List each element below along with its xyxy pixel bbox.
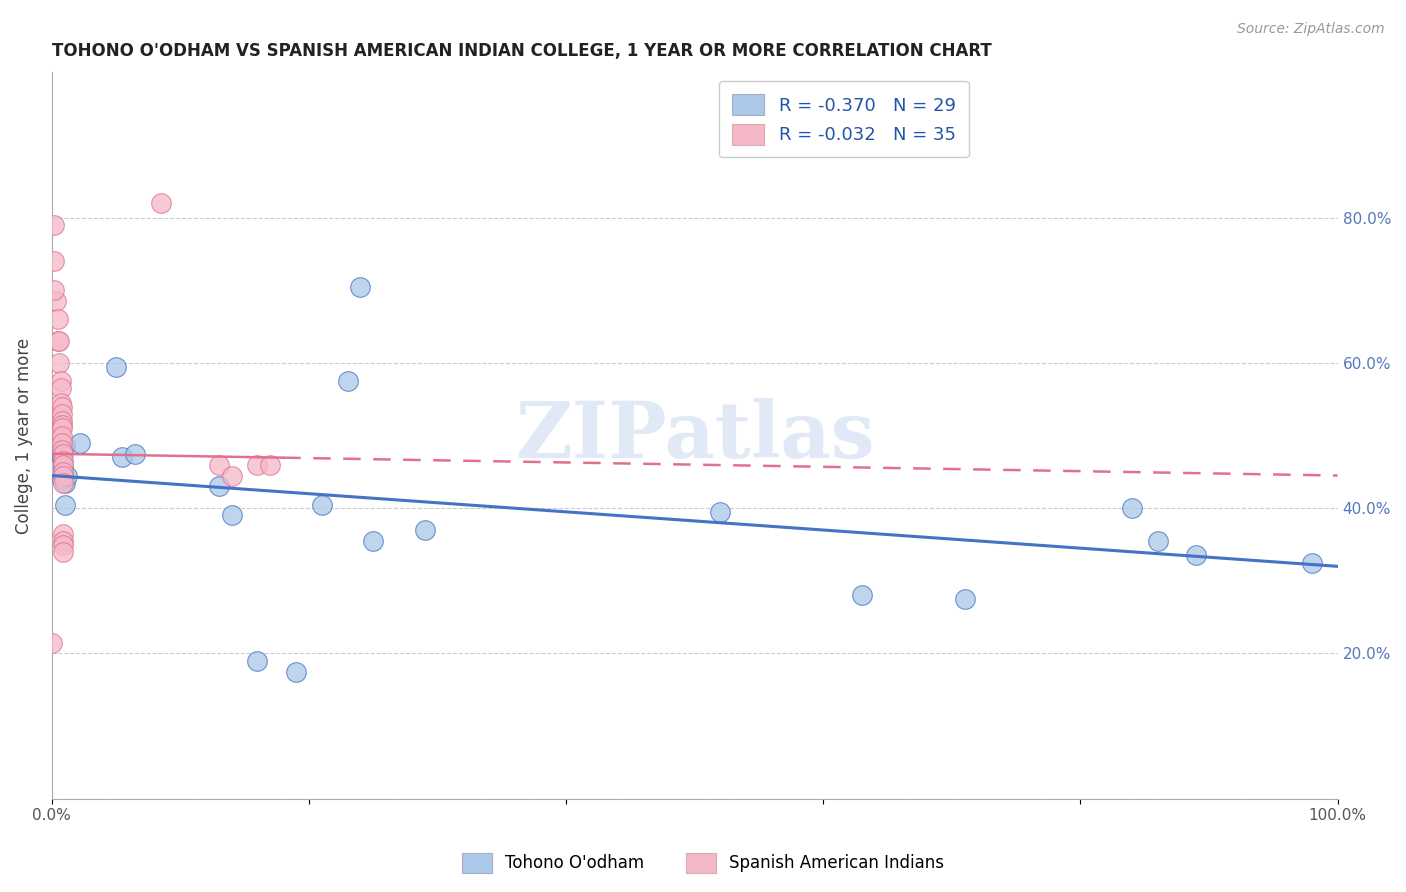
Point bbox=[49, 396, 72, 410]
Point bbox=[41, 635, 63, 649]
Point bbox=[49, 447, 72, 461]
Point bbox=[46, 334, 69, 348]
Point bbox=[52, 475, 75, 490]
Point bbox=[44, 218, 66, 232]
Point bbox=[52, 465, 75, 479]
Point bbox=[51, 435, 73, 450]
Point bbox=[52, 461, 75, 475]
Point bbox=[46, 312, 69, 326]
Point bbox=[285, 665, 308, 679]
Point bbox=[53, 475, 76, 490]
Point bbox=[1185, 549, 1208, 563]
Point bbox=[259, 458, 281, 472]
Point bbox=[111, 450, 134, 465]
Point bbox=[221, 468, 243, 483]
Point bbox=[208, 479, 231, 493]
Point bbox=[69, 435, 91, 450]
Point bbox=[51, 400, 73, 414]
Point bbox=[124, 447, 146, 461]
Point bbox=[49, 374, 72, 388]
Point bbox=[44, 254, 66, 268]
Point bbox=[311, 498, 333, 512]
Point bbox=[52, 468, 75, 483]
Y-axis label: College, 1 year or more: College, 1 year or more bbox=[15, 337, 32, 533]
Legend: R = -0.370   N = 29, R = -0.032   N = 35: R = -0.370 N = 29, R = -0.032 N = 35 bbox=[720, 81, 969, 158]
Point bbox=[51, 443, 73, 458]
Point bbox=[51, 414, 73, 428]
Point bbox=[45, 294, 67, 309]
Point bbox=[53, 498, 76, 512]
Point bbox=[49, 381, 72, 395]
Text: ZIPatlas: ZIPatlas bbox=[515, 398, 875, 474]
Text: Source: ZipAtlas.com: Source: ZipAtlas.com bbox=[1237, 22, 1385, 37]
Legend: Tohono O'odham, Spanish American Indians: Tohono O'odham, Spanish American Indians bbox=[456, 847, 950, 880]
Point bbox=[361, 533, 384, 548]
Point bbox=[51, 407, 73, 421]
Point bbox=[48, 334, 70, 348]
Point bbox=[1121, 501, 1143, 516]
Point bbox=[851, 588, 873, 602]
Point bbox=[52, 537, 75, 551]
Point bbox=[48, 356, 70, 370]
Point bbox=[52, 545, 75, 559]
Point bbox=[51, 417, 73, 432]
Point bbox=[246, 654, 269, 668]
Point bbox=[44, 283, 66, 297]
Point bbox=[709, 505, 731, 519]
Point bbox=[1146, 533, 1168, 548]
Point bbox=[246, 458, 269, 472]
Point bbox=[208, 458, 231, 472]
Text: TOHONO O'ODHAM VS SPANISH AMERICAN INDIAN COLLEGE, 1 YEAR OR MORE CORRELATION CH: TOHONO O'ODHAM VS SPANISH AMERICAN INDIA… bbox=[52, 42, 991, 60]
Point bbox=[51, 472, 73, 486]
Point bbox=[953, 592, 976, 607]
Point bbox=[52, 447, 75, 461]
Point bbox=[336, 374, 359, 388]
Point bbox=[56, 468, 79, 483]
Point bbox=[1301, 556, 1323, 570]
Point bbox=[349, 279, 371, 293]
Point bbox=[51, 428, 73, 442]
Point bbox=[52, 458, 75, 472]
Point bbox=[105, 359, 128, 374]
Point bbox=[150, 196, 173, 211]
Point bbox=[413, 523, 436, 537]
Point bbox=[52, 454, 75, 468]
Point bbox=[51, 421, 73, 435]
Point bbox=[221, 508, 243, 523]
Point bbox=[52, 533, 75, 548]
Point bbox=[46, 461, 69, 475]
Point bbox=[52, 526, 75, 541]
Point bbox=[51, 450, 73, 465]
Point bbox=[53, 440, 76, 454]
